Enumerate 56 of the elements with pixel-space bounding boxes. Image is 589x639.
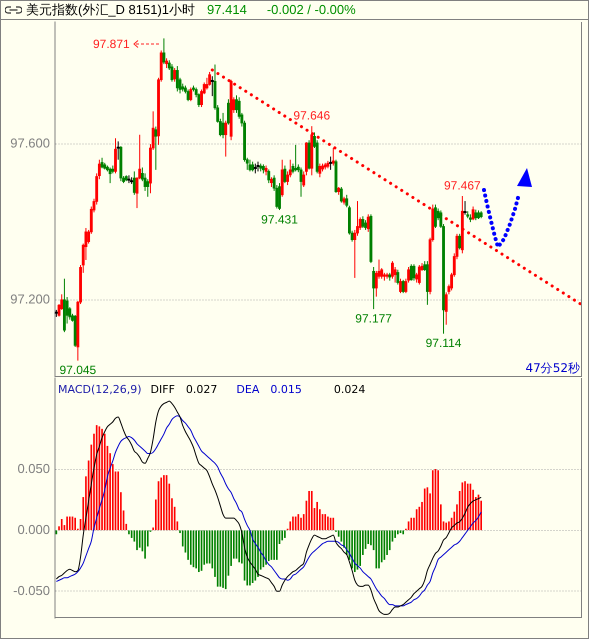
y-tick-label: -0.050 — [13, 582, 50, 598]
candlestick — [146, 178, 150, 198]
annotation: 97.177 — [355, 311, 392, 326]
candlestick — [210, 76, 214, 97]
annotation: 97.114 — [426, 336, 462, 350]
chart-title: 美元指数(外汇_D 8151)1小时 — [26, 0, 196, 18]
text: DEA — [236, 382, 260, 396]
candlestick — [170, 64, 174, 82]
candlestick — [294, 144, 298, 172]
candlestick — [364, 220, 367, 230]
y-tick-label: 97.200 — [10, 292, 50, 307]
y-tick-label: 0.000 — [17, 522, 50, 537]
candlestick — [253, 163, 258, 174]
candlestick — [412, 264, 416, 282]
annotation: 0.027 — [186, 382, 218, 396]
candlestick — [165, 58, 168, 69]
annotation: 97.431 — [261, 212, 298, 226]
candlestick — [132, 170, 136, 196]
candlestick — [300, 167, 302, 198]
candlestick — [176, 66, 179, 92]
candlestick — [251, 161, 254, 172]
annotation: 0.024 — [334, 382, 366, 396]
series-label: DIFF — [150, 382, 175, 396]
y-tick-label: 0.050 — [17, 460, 50, 476]
y-tick-label: 97.600 — [10, 136, 50, 151]
candlestick — [361, 216, 364, 228]
candlestick — [278, 182, 281, 211]
annotation: 0.015 — [270, 382, 302, 396]
candlestick — [264, 165, 268, 176]
annotation: 97.045 — [60, 362, 97, 377]
chart-title: MACD(12,26,9) — [58, 382, 142, 396]
candlestick — [318, 163, 322, 178]
candlestick — [173, 68, 176, 82]
candlestick — [186, 88, 190, 102]
candlestick — [434, 204, 437, 228]
candlestick — [162, 38, 166, 65]
annotation: 47分52秒 — [525, 361, 580, 376]
candlestick — [114, 138, 117, 174]
candlestick — [418, 264, 421, 286]
candlestick — [458, 233, 462, 250]
candlestick — [472, 206, 475, 221]
candlestick — [108, 167, 112, 184]
annotation: 97.646 — [293, 108, 330, 122]
annotation: 97.871 — [93, 37, 130, 51]
text: -0.002 / -0.00% — [266, 2, 356, 17]
candlestick — [372, 266, 376, 310]
candlestick — [283, 165, 286, 184]
candlestick — [399, 278, 402, 294]
candlestick — [222, 112, 224, 139]
candlestick — [267, 168, 270, 184]
candlestick — [208, 71, 212, 86]
candlestick — [340, 186, 343, 204]
candlestick — [391, 260, 394, 280]
candlestick — [100, 157, 104, 169]
chart-subtitle: 97.414 — [207, 2, 247, 17]
annotation: 97.467 — [444, 178, 482, 192]
